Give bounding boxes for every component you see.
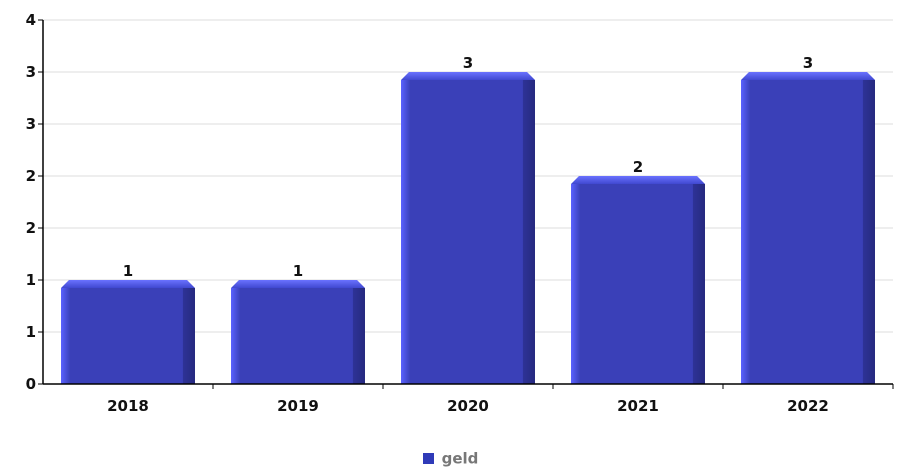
- data-label: 1: [293, 262, 303, 280]
- x-tick-label: 2021: [617, 397, 659, 415]
- y-tick-label: 3: [26, 63, 36, 81]
- axes: [38, 19, 894, 389]
- legend: geld: [0, 448, 901, 468]
- x-tick-label: 2020: [447, 397, 489, 415]
- bar: [231, 280, 365, 384]
- y-tick-label: 1: [26, 323, 36, 341]
- bar: [401, 72, 535, 384]
- x-tick-label: 2022: [787, 397, 829, 415]
- bar-chart: 0 1 1 2 2 3 3 4 1 2018 1 2019 3 2020 2 2021 3 2022: [26, 11, 894, 415]
- data-label: 3: [463, 54, 473, 72]
- x-tick-label: 2019: [277, 397, 319, 415]
- y-tick-label: 0: [26, 375, 36, 393]
- bar: [571, 176, 705, 384]
- legend-label: geld: [441, 449, 479, 468]
- data-label: 2: [633, 158, 643, 176]
- data-label: 3: [803, 54, 813, 72]
- bar: [61, 280, 195, 384]
- y-tick-label: 3: [26, 115, 36, 133]
- y-tick-label: 1: [26, 271, 36, 289]
- y-tick-label: 2: [26, 219, 36, 237]
- y-tick-label: 2: [26, 167, 36, 185]
- data-label: 1: [123, 262, 133, 280]
- bars-group: [61, 72, 875, 384]
- y-tick-label: 4: [26, 11, 36, 29]
- labels-group: 0 1 1 2 2 3 3 4 1 2018 1 2019 3 2020 2 2021 3 2022: [26, 11, 829, 415]
- bar: [741, 72, 875, 384]
- x-tick-label: 2018: [107, 397, 149, 415]
- legend-swatch: [422, 453, 434, 464]
